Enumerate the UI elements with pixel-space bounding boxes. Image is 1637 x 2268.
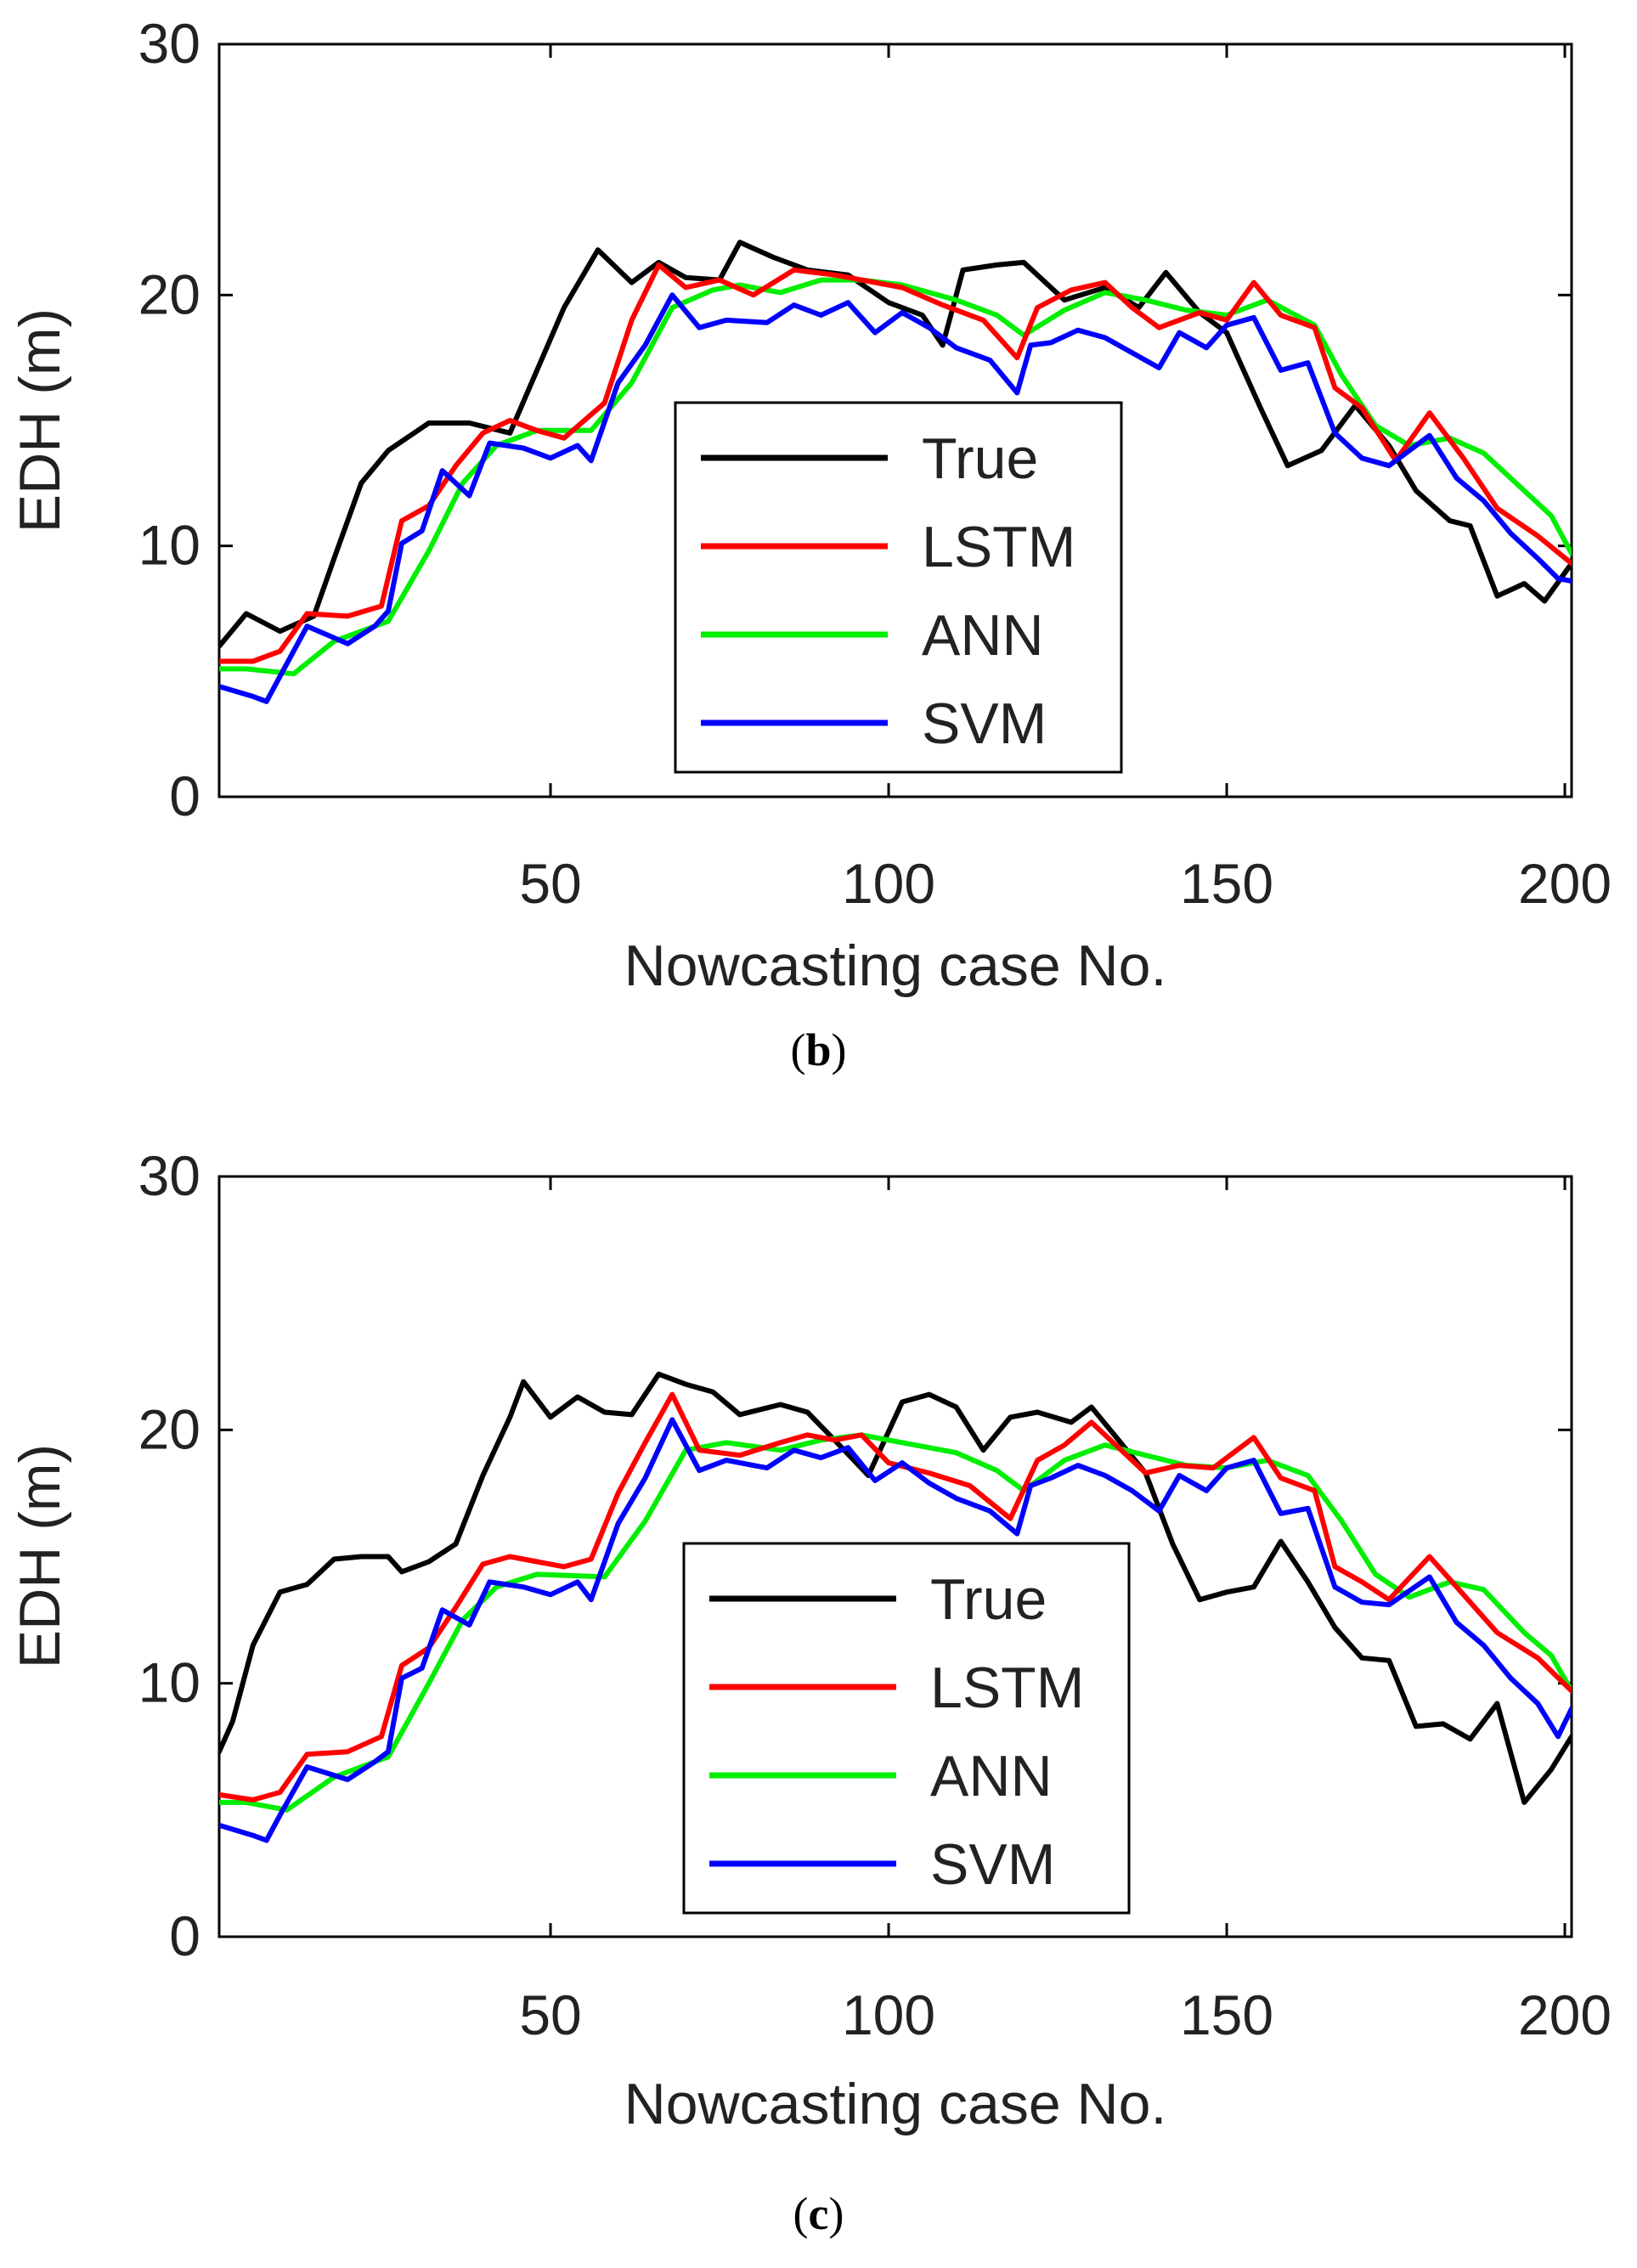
y-axis-label: EDH (m) xyxy=(8,1444,72,1668)
y-tick-label: 10 xyxy=(138,514,200,577)
panel-label-c: (c) xyxy=(793,2188,844,2239)
legend-label-ann: ANN xyxy=(922,603,1044,668)
x-axis-label: Nowcasting case No. xyxy=(624,2072,1167,2136)
x-tick-label: 150 xyxy=(1180,852,1273,915)
y-tick-label: 30 xyxy=(138,1144,200,1207)
legend-label-svm: SVM xyxy=(922,691,1047,756)
x-tick-label: 100 xyxy=(842,852,935,915)
y-tick-label: 20 xyxy=(138,262,200,325)
legend-box xyxy=(674,401,1123,774)
x-tick-label: 150 xyxy=(1180,1983,1273,2046)
y-tick-label: 0 xyxy=(169,764,200,827)
chart-b: 0 10 20 30 50 100 150 200 Nowcasting case No. EDH… xyxy=(8,12,1612,998)
y-tick-label: 0 xyxy=(169,1904,200,1967)
series-line-svm xyxy=(219,1417,1572,1843)
x-tick-label: 200 xyxy=(1518,1983,1612,2046)
legend-label-ann: ANN xyxy=(930,1744,1053,1808)
plot-frame xyxy=(217,42,1573,798)
y-tick-label: 20 xyxy=(138,1397,200,1460)
x-tick-label: 50 xyxy=(519,852,581,915)
legend: True LSTM ANN SVM xyxy=(682,1542,1131,1915)
legend-label-lstm: LSTM xyxy=(930,1656,1084,1720)
series-group xyxy=(219,240,1572,704)
y-tick-label: 30 xyxy=(138,12,200,75)
series-group xyxy=(219,1371,1572,1843)
series-line-ann xyxy=(219,277,1572,677)
series-line-lstm xyxy=(219,1391,1572,1803)
legend-box xyxy=(682,1542,1131,1915)
legend-label-svm: SVM xyxy=(930,1832,1055,1897)
panel-label-b: (b) xyxy=(790,1024,847,1075)
legend-label-true: True xyxy=(922,426,1038,491)
x-tick-label: 100 xyxy=(842,1983,935,2046)
legend-label-lstm: LSTM xyxy=(922,515,1075,579)
legend: True LSTM ANN SVM xyxy=(674,401,1123,774)
legend-label-true: True xyxy=(930,1567,1047,1632)
y-axis-label: EDH (m) xyxy=(8,308,72,533)
x-tick-label: 200 xyxy=(1518,852,1612,915)
plot-frame xyxy=(217,1175,1573,1938)
x-tick-label: 50 xyxy=(519,1983,581,2046)
series-line-ann xyxy=(219,1432,1572,1813)
chart-c: 0 10 20 30 50 100 150 200 Nowcasting case No. EDH… xyxy=(8,1144,1612,2136)
y-tick-label: 10 xyxy=(138,1651,200,1714)
series-line-svm xyxy=(219,292,1572,704)
x-axis-label: Nowcasting case No. xyxy=(624,934,1167,998)
